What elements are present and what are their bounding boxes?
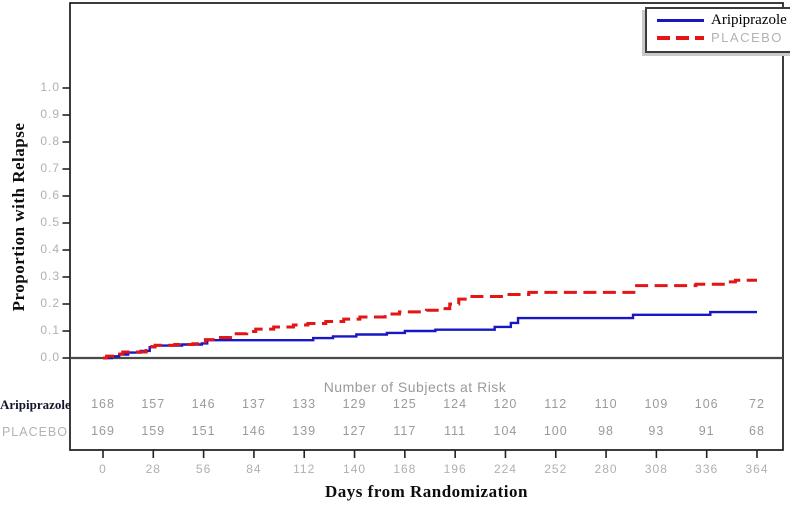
legend-label: Aripiprazole (711, 12, 787, 28)
risk-count-placebo: 169 (91, 424, 115, 438)
risk-count-aripiprazole: 146 (191, 397, 216, 411)
x-tick-label: 308 (644, 462, 668, 476)
y-tick-label: 0.2 (40, 296, 60, 310)
x-axis-title: Days from Randomization (325, 482, 528, 501)
risk-count-placebo: 151 (191, 424, 216, 438)
legend-entry-placebo: PLACEBO (657, 29, 789, 46)
y-tick-label: 0.5 (40, 215, 60, 229)
x-tick-label: 252 (544, 462, 568, 476)
risk-count-aripiprazole: 133 (292, 397, 317, 411)
x-tick-label: 224 (493, 462, 517, 476)
risk-count-aripiprazole: 168 (91, 397, 115, 411)
risk-count-aripiprazole: 106 (694, 397, 719, 411)
y-tick-label: 0.7 (40, 161, 60, 175)
x-tick-label: 168 (393, 462, 417, 476)
risk-count-placebo: 100 (543, 424, 568, 438)
x-tick-label: 84 (246, 462, 262, 476)
risk-count-placebo: 146 (241, 424, 266, 438)
risk-row-label-aripiprazole: Aripiprazole (0, 397, 71, 412)
y-tick-label: 0.4 (40, 242, 60, 256)
y-tick-label: 0.8 (40, 134, 60, 148)
x-tick-label: 280 (594, 462, 618, 476)
x-tick-label: 0 (99, 462, 107, 476)
dashed-line-swatch-icon (657, 35, 704, 40)
risk-count-placebo: 111 (444, 424, 467, 438)
risk-count-aripiprazole: 129 (342, 397, 367, 411)
risk-count-aripiprazole: 120 (493, 397, 518, 411)
risk-count-placebo: 68 (749, 424, 765, 438)
legend-entry-aripiprazole: Aripiprazole (657, 12, 789, 29)
y-tick-label: 0.6 (40, 188, 60, 202)
legend-label: PLACEBO (711, 30, 783, 45)
risk-count-placebo: 91 (698, 424, 715, 438)
risk-row-label-placebo: PLACEBO (1, 425, 68, 439)
y-tick-label: 1.0 (40, 80, 60, 94)
x-tick-label: 56 (195, 462, 212, 476)
y-tick-label: 0.9 (40, 107, 60, 121)
x-tick-label: 336 (695, 462, 719, 476)
y-tick-label: 0.3 (40, 269, 60, 283)
risk-count-placebo: 93 (648, 424, 665, 438)
solid-line-swatch-icon (657, 19, 704, 22)
risk-table-title: Number of Subjects at Risk (323, 379, 507, 395)
risk-count-placebo: 104 (493, 424, 518, 438)
risk-count-aripiprazole: 72 (749, 397, 765, 411)
plot-frame (69, 2, 784, 451)
series-aripiprazole (103, 310, 757, 360)
x-tick-label: 112 (293, 462, 316, 476)
series-placebo (103, 278, 757, 360)
risk-count-aripiprazole: 112 (544, 397, 568, 411)
risk-count-aripiprazole: 157 (141, 397, 166, 411)
risk-count-placebo: 127 (342, 424, 367, 438)
risk-count-placebo: 139 (292, 424, 317, 438)
risk-count-placebo: 117 (393, 424, 417, 438)
risk-count-placebo: 159 (141, 424, 166, 438)
y-tick-label: 0.0 (40, 350, 60, 364)
x-tick-label: 28 (145, 462, 161, 476)
x-tick-label: 140 (343, 462, 367, 476)
risk-count-aripiprazole: 124 (443, 397, 468, 411)
legend: Aripiprazole PLACEBO (645, 7, 790, 53)
x-tick-label: 364 (745, 462, 769, 476)
risk-count-aripiprazole: 137 (241, 397, 266, 411)
risk-count-aripiprazole: 109 (644, 397, 669, 411)
risk-count-placebo: 98 (598, 424, 615, 438)
y-tick-label: 0.1 (40, 323, 60, 337)
risk-count-aripiprazole: 110 (594, 397, 618, 411)
risk-count-aripiprazole: 125 (392, 397, 417, 411)
x-tick-label: 196 (443, 462, 467, 476)
